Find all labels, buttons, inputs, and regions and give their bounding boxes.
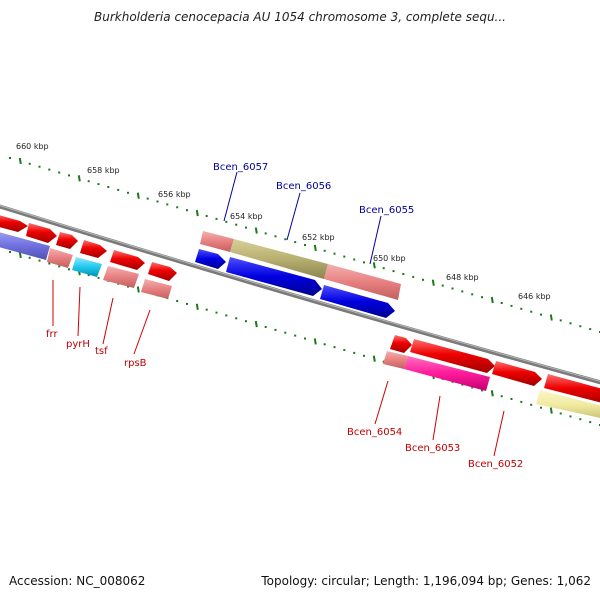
gene-label[interactable]: Bcen_6057 (213, 162, 268, 173)
chromosome-backbone (0, 204, 600, 385)
gene-label[interactable]: rpsB (124, 358, 147, 369)
scale-tick (195, 209, 199, 217)
gene-feature[interactable] (26, 223, 57, 243)
tick-label: 646 kbp (518, 292, 551, 301)
gene-label[interactable]: tsf (95, 346, 108, 357)
gene-feature[interactable] (72, 257, 102, 277)
gene-label[interactable]: pyrH (66, 339, 90, 350)
gene-feature[interactable] (148, 262, 177, 281)
gene-feature[interactable] (0, 231, 50, 260)
gene-features (0, 214, 600, 420)
lower-scale-ruler (9, 251, 600, 426)
gene-feature[interactable] (200, 231, 234, 252)
gene-labels: Bcen_6057 Bcen_6056 Bcen_6055 frr pyrH t… (46, 162, 523, 470)
gene-leader-lines (52, 171, 505, 457)
scale-tick (136, 286, 140, 293)
gene-label[interactable]: Bcen_6052 (468, 459, 523, 470)
accession-label: Accession: NC_008062 (9, 574, 146, 588)
scale-tick (431, 279, 435, 286)
scale-tick (254, 227, 258, 234)
scale-tick (549, 407, 553, 414)
scale-tick (136, 192, 140, 199)
gene-feature[interactable] (103, 266, 139, 288)
gene-feature[interactable] (324, 264, 401, 300)
upper-scale-ruler (9, 157, 600, 333)
gene-feature[interactable] (141, 279, 172, 299)
tick-label: 652 kbp (302, 233, 335, 242)
gene-feature[interactable] (383, 351, 408, 369)
gene-feature[interactable] (544, 374, 600, 405)
tick-label: 656 kbp (158, 190, 191, 199)
scale-tick (195, 303, 199, 310)
scale-tick (77, 175, 81, 182)
gene-feature[interactable] (80, 240, 107, 258)
gene-feature[interactable] (320, 285, 395, 318)
tick-label: 648 kbp (446, 273, 479, 282)
gene-feature[interactable] (492, 361, 542, 386)
gene-feature[interactable] (390, 335, 412, 353)
gene-feature[interactable] (195, 249, 226, 269)
scale-labels: 660 kbp 658 kbp 656 kbp 654 kbp 652 kbp … (16, 142, 551, 301)
scale-tick (372, 355, 376, 362)
gene-feature[interactable] (404, 356, 490, 391)
tick-label: 650 kbp (373, 254, 406, 263)
gene-feature[interactable] (230, 239, 328, 279)
scale-tick (549, 314, 553, 321)
gene-feature[interactable] (47, 248, 73, 268)
topology-summary: Topology: circular; Length: 1,196,094 bp… (261, 574, 591, 588)
scale-tick (490, 390, 494, 397)
gene-label[interactable]: Bcen_6054 (347, 427, 402, 438)
scale-tick (372, 262, 376, 269)
gene-feature[interactable] (410, 339, 495, 373)
gene-feature[interactable] (110, 250, 145, 270)
gene-label[interactable]: Bcen_6056 (276, 181, 331, 192)
tick-label: 660 kbp (16, 142, 49, 151)
scale-tick (313, 338, 317, 345)
gene-feature[interactable] (226, 257, 322, 296)
gene-feature[interactable] (56, 232, 78, 249)
gene-label[interactable]: Bcen_6053 (405, 443, 460, 454)
scale-tick (18, 251, 22, 259)
scale-tick (490, 296, 494, 304)
scale-tick (254, 320, 258, 328)
map-title: Burkholderia cenocepacia AU 1054 chromos… (94, 10, 506, 24)
scale-tick (18, 157, 22, 165)
tick-label: 658 kbp (87, 166, 120, 175)
gene-feature[interactable] (0, 214, 28, 232)
gene-feature[interactable] (536, 390, 600, 420)
scale-tick (313, 244, 317, 252)
tick-label: 654 kbp (230, 212, 263, 221)
gene-label[interactable]: Bcen_6055 (359, 205, 414, 216)
gene-label[interactable]: frr (46, 329, 58, 340)
